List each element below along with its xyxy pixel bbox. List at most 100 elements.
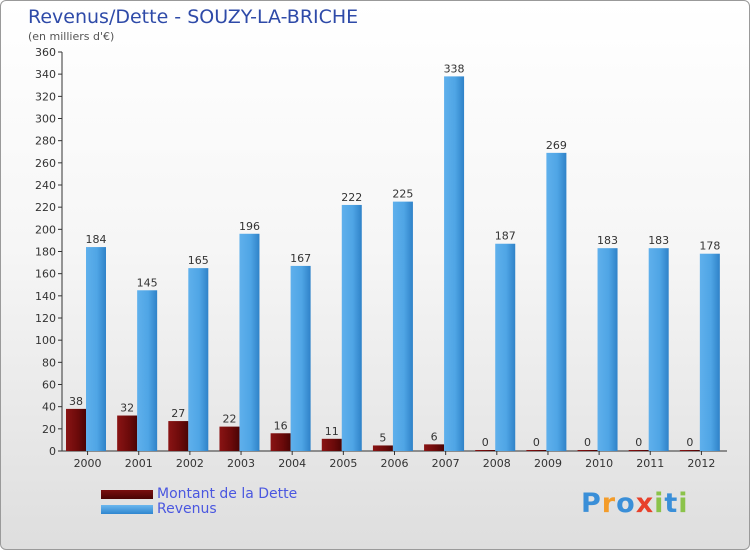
logo-letter: r [601,488,617,519]
chart-title: Revenus/Dette - SOUZY-LA-BRICHE [28,6,359,28]
y-tick-label: 120 [35,312,56,325]
bar-revenue [290,265,311,451]
data-label-revenue: 165 [188,254,209,267]
y-tick-label: 160 [35,268,56,281]
chart-subtitle: (en milliers d'€) [28,30,115,43]
x-tick-label: 2002 [176,457,204,470]
data-label-debt: 0 [482,436,489,449]
x-tick-label: 2005 [329,457,357,470]
bar-debt [168,421,189,451]
data-label-revenue: 167 [290,252,311,265]
x-tick-label: 2008 [483,457,511,470]
logo-letter: t [664,488,679,519]
data-label-revenue: 269 [546,139,567,152]
x-tick-label: 2010 [585,457,613,470]
data-label-debt: 11 [325,425,339,438]
y-tick-label: 60 [42,379,56,392]
data-label-revenue: 183 [597,234,618,247]
y-tick-label: 200 [35,223,56,236]
bar-revenue [546,152,567,451]
x-tick-label: 2000 [74,457,102,470]
proxiti-logo: Proxiti [581,488,689,519]
x-tick-label: 2012 [687,457,715,470]
logo-letter: i [678,488,689,519]
x-tick-label: 2011 [636,457,664,470]
data-label-debt: 22 [222,413,236,426]
data-label-debt: 27 [171,407,185,420]
y-tick-label: 340 [35,68,56,81]
logo-letter: o [616,488,636,519]
logo-letter: P [581,488,602,519]
legend-label-debt: Montant de la Dette [157,486,298,502]
bar-revenue [188,268,209,451]
y-tick-label: 140 [35,290,56,303]
bar-debt [628,450,649,451]
y-tick-label: 20 [42,423,56,436]
y-tick-label: 40 [42,401,56,414]
bar-debt [372,445,393,451]
y-tick-label: 180 [35,246,56,259]
x-tick-label: 2006 [381,457,409,470]
bar-revenue [648,248,669,451]
y-tick-label: 100 [35,334,56,347]
bar-revenue [239,233,260,451]
bar-debt [321,438,342,451]
y-tick-label: 300 [35,113,56,126]
legend-label-revenue: Revenus [157,501,217,517]
bar-revenue [86,247,106,451]
bar-debt [526,450,547,451]
data-label-revenue: 145 [137,276,158,289]
data-label-debt: 5 [379,431,386,444]
x-tick-label: 2001 [125,457,153,470]
data-label-revenue: 178 [699,240,720,253]
bar-debt [270,433,291,451]
data-label-debt: 0 [686,436,693,449]
bar-revenue [495,243,516,451]
logo-letter: x [635,488,655,519]
data-label-debt: 16 [274,419,288,432]
x-tick-label: 2007 [432,457,460,470]
bar-debt [219,426,240,451]
y-tick-label: 260 [35,157,56,170]
bar-revenue [699,253,720,451]
labels: 38 184 32 145 27 165 22 196 16 167 11 222 5 225 6 338 0 1… [69,62,720,449]
data-label-debt: 0 [533,436,540,449]
y-tick-label: 80 [42,356,56,369]
bars [66,76,720,451]
data-label-debt: 0 [635,436,642,449]
bar-revenue [341,204,362,451]
data-label-revenue: 196 [239,220,260,233]
bar-revenue [392,201,413,451]
bar-debt [66,408,86,451]
data-label-debt: 32 [120,402,134,415]
y-tick-label: 240 [35,179,56,192]
x-tick-label: 2003 [227,457,255,470]
logo-letter: i [654,488,665,519]
legend-swatch-revenue [101,505,153,514]
data-label-revenue: 184 [86,233,107,246]
bar-debt [475,450,496,451]
bar-revenue [597,248,618,451]
data-label-revenue: 222 [341,191,362,204]
y-tick-label: 360 [35,46,56,59]
y-tick-label: 280 [35,135,56,148]
bar-debt [679,450,700,451]
y-tick-label: 0 [49,445,56,458]
bar-revenue [444,76,465,451]
data-label-revenue: 187 [495,230,516,243]
x-tick-label: 2009 [534,457,562,470]
bar-debt [424,444,445,451]
data-label-debt: 6 [431,430,438,443]
x-tick-label: 2004 [278,457,306,470]
data-label-debt: 38 [69,395,83,408]
bar-debt [117,415,138,451]
data-label-revenue: 225 [392,188,413,201]
data-label-revenue: 338 [444,62,465,75]
bar-debt [577,450,598,451]
data-label-revenue: 183 [648,234,669,247]
bar-revenue [137,290,158,451]
y-tick-label: 320 [35,90,56,103]
legend-swatch-debt [101,490,153,499]
